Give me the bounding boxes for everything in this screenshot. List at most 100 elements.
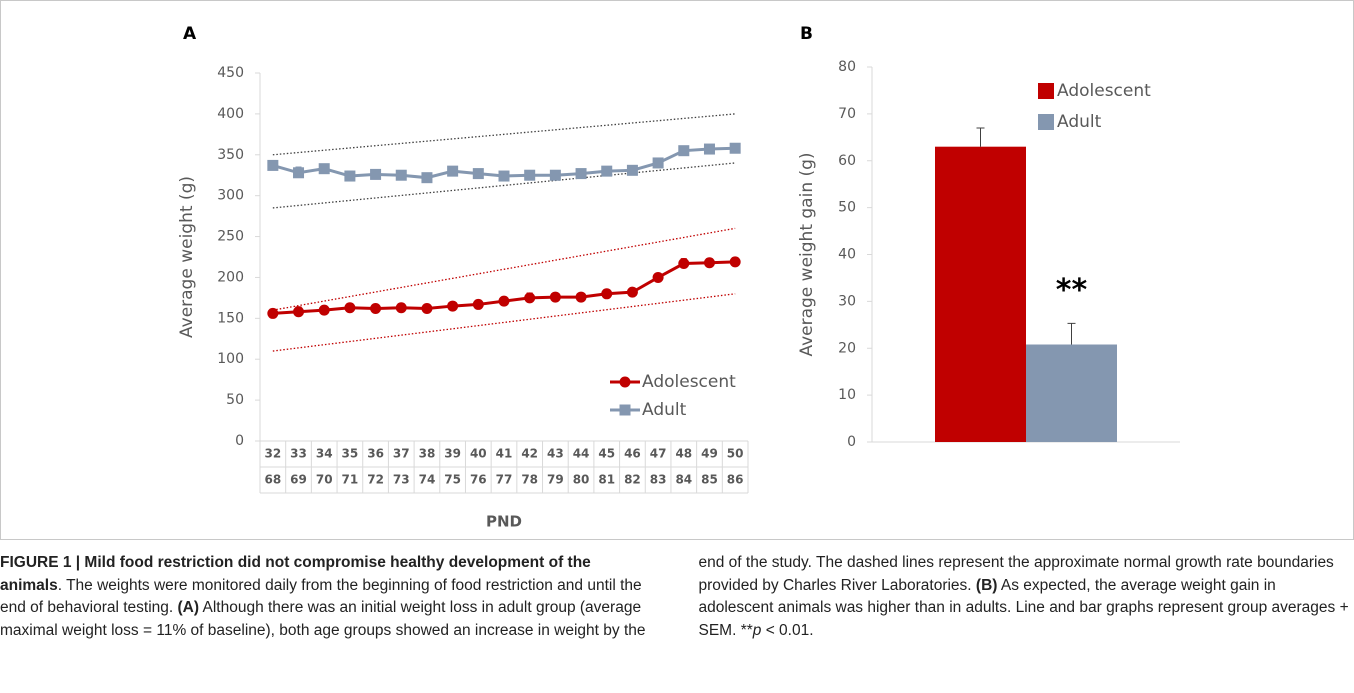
boundary-line <box>272 113 736 156</box>
y-tick-label: 100 <box>217 351 244 367</box>
y-tick-label: 400 <box>217 106 244 122</box>
data-point <box>421 172 433 184</box>
annotation: ** <box>1056 273 1088 308</box>
data-point <box>267 307 279 319</box>
x-tick-label: 50 <box>727 447 744 461</box>
x-tick-label: 85 <box>701 473 718 487</box>
x-tick-label: 33 <box>290 447 307 461</box>
data-point <box>729 256 741 268</box>
x-tick-label: 73 <box>393 473 410 487</box>
data-point <box>318 163 330 175</box>
x-tick-label: 48 <box>675 447 692 461</box>
data-point <box>549 291 561 303</box>
panel-label: B <box>800 24 813 44</box>
caption-text: (A) <box>177 599 200 616</box>
caption-text: . The weights were monitored daily from … <box>0 576 642 617</box>
data-point <box>395 169 407 181</box>
data-point <box>652 157 664 169</box>
x-tick-label: 47 <box>650 447 667 461</box>
x-tick-label: 70 <box>316 473 333 487</box>
x-tick-label: 45 <box>598 447 615 461</box>
x-tick-label: 82 <box>624 473 641 487</box>
x-tick-label: 74 <box>419 473 436 487</box>
data-point <box>472 168 484 180</box>
y-tick-label: 350 <box>217 147 244 163</box>
x-axis-label: PND <box>486 513 522 531</box>
data-point <box>293 306 305 318</box>
x-tick-label: 44 <box>573 447 590 461</box>
data-point <box>267 159 279 171</box>
x-tick-label: 32 <box>264 447 281 461</box>
data-point <box>370 303 382 315</box>
figure: A Average weight (g) 0 50 100 150 200 250 300 350… <box>0 0 1354 540</box>
data-point <box>601 165 613 177</box>
x-tick-label: 71 <box>342 473 359 487</box>
data-point <box>344 302 356 314</box>
data-point <box>729 142 741 154</box>
y-tick-label: 450 <box>217 65 244 81</box>
y-axis-label: Average weight (g) <box>177 176 197 338</box>
data-point <box>626 286 638 298</box>
y-tick-label: 60 <box>838 153 856 169</box>
y-tick-label: 40 <box>838 247 856 263</box>
data-point <box>318 304 330 316</box>
data-point <box>652 271 664 283</box>
data-point <box>498 295 510 307</box>
x-tick-label: 84 <box>675 473 692 487</box>
legend-marker <box>619 404 631 416</box>
y-tick-label: 70 <box>838 106 856 122</box>
caption-text: (B) <box>975 576 998 594</box>
x-tick-label: 36 <box>367 447 384 461</box>
y-tick-label: 150 <box>217 310 244 326</box>
boundary-line <box>272 227 736 311</box>
legend-marker <box>619 376 631 388</box>
x-tick-label: 78 <box>521 473 538 487</box>
caption-text: < 0.01. <box>761 621 814 639</box>
x-tick-label: 75 <box>444 473 461 487</box>
legend-label: Adolescent <box>642 372 736 392</box>
bar <box>1026 344 1117 442</box>
data-point <box>678 145 690 157</box>
data-point <box>626 164 638 176</box>
boundary-line <box>272 162 736 209</box>
data-point <box>344 170 356 182</box>
error-bar <box>1067 322 1076 345</box>
error-bar <box>976 127 985 147</box>
x-tick-label: 49 <box>701 447 718 461</box>
y-tick-label: 300 <box>217 188 244 204</box>
panel-label: A <box>183 24 197 44</box>
data-point <box>293 167 305 179</box>
x-tick-label: 76 <box>470 473 487 487</box>
x-tick-label: 35 <box>342 447 359 461</box>
x-tick-label: 39 <box>444 447 461 461</box>
y-tick-label: 80 <box>838 59 856 75</box>
x-tick-label: 34 <box>316 447 333 461</box>
data-point <box>678 258 690 270</box>
data-point <box>524 292 536 304</box>
y-tick-label: 0 <box>847 434 856 450</box>
data-point <box>703 143 715 155</box>
legend-label: Adolescent <box>1057 81 1151 101</box>
data-point <box>549 169 561 181</box>
data-point <box>395 302 407 314</box>
y-tick-label: 50 <box>838 200 856 216</box>
data-point <box>575 168 587 180</box>
x-tick-label: 81 <box>598 473 615 487</box>
legend-label: Adult <box>1057 112 1102 132</box>
data-point <box>498 170 510 182</box>
x-tick-label: 86 <box>727 473 744 487</box>
y-tick-label: 200 <box>217 269 244 285</box>
y-tick-label: 50 <box>226 392 244 408</box>
boundary-line <box>272 293 736 352</box>
y-tick-label: 250 <box>217 229 244 245</box>
legend-swatch <box>1038 83 1054 99</box>
legend-label: Adult <box>642 400 687 420</box>
y-tick-label: 30 <box>838 293 856 309</box>
x-tick-label: 46 <box>624 447 641 461</box>
caption-text: FIGURE 1 | Mild food restriction did not… <box>0 554 591 594</box>
caption-text: As expected, the average weight gain in … <box>698 576 1349 639</box>
data-point <box>575 291 587 303</box>
x-tick-label: 80 <box>573 473 590 487</box>
x-tick-label: 68 <box>264 473 281 487</box>
